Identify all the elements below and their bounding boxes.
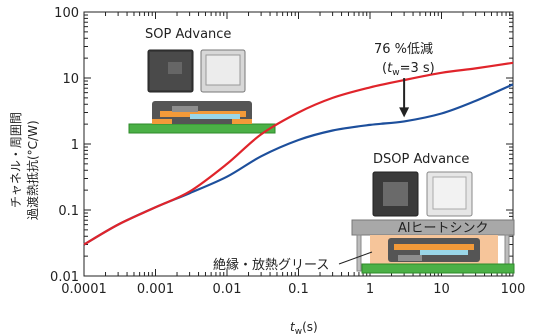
series-layer xyxy=(83,61,514,246)
y-tick-label: 0.1 xyxy=(58,204,79,219)
x-tick-label: 10 xyxy=(433,282,450,297)
x-tick-label: 0.01 xyxy=(213,282,242,297)
series-line-sop-advance xyxy=(83,61,514,246)
dsop-package-illustration: DSOP Advance Alヒートシンク 絶縁・放熱グリース xyxy=(213,152,515,274)
x-tick-labels: 0.0001 0.001 0.01 0.1 1 10 100 xyxy=(61,282,525,297)
y-tick-label: 1 xyxy=(71,138,79,153)
x-tick-label: 0.001 xyxy=(137,282,174,297)
heatsink-label: Alヒートシンク xyxy=(398,221,489,236)
dsop-label: DSOP Advance xyxy=(373,152,469,167)
y-tick-labels: 0.01 0.1 1 10 100 xyxy=(50,6,79,285)
x-tick-label: 100 xyxy=(501,282,526,297)
y-tick-label: 100 xyxy=(54,6,79,21)
y-axis-label-line2: 過渡熱抵抗(°C/W) xyxy=(25,120,40,220)
x-tick-label: 0.0001 xyxy=(61,282,107,297)
reduction-label: 76 %低減 xyxy=(374,41,433,57)
y-tick-label: 0.01 xyxy=(50,270,79,285)
x-axis-label: tw(s) xyxy=(290,320,318,336)
sop-package-illustration: SOP Advance xyxy=(128,27,276,134)
sop-label: SOP Advance xyxy=(145,27,231,42)
reduction-arrow-head xyxy=(399,107,410,118)
minor-ticks xyxy=(84,12,513,276)
x-tick-label: 1 xyxy=(366,282,374,297)
y-axis-label-line1: チャネル・周囲間 xyxy=(9,112,23,208)
x-tick-label: 0.1 xyxy=(288,282,309,297)
grease-label: 絶縁・放熱グリース xyxy=(213,257,329,273)
reduction-annotation: 76 %低減 (tw=3 s) xyxy=(374,41,435,118)
y-tick-label: 10 xyxy=(62,72,79,87)
reduction-condition: (tw=3 s) xyxy=(382,61,435,78)
